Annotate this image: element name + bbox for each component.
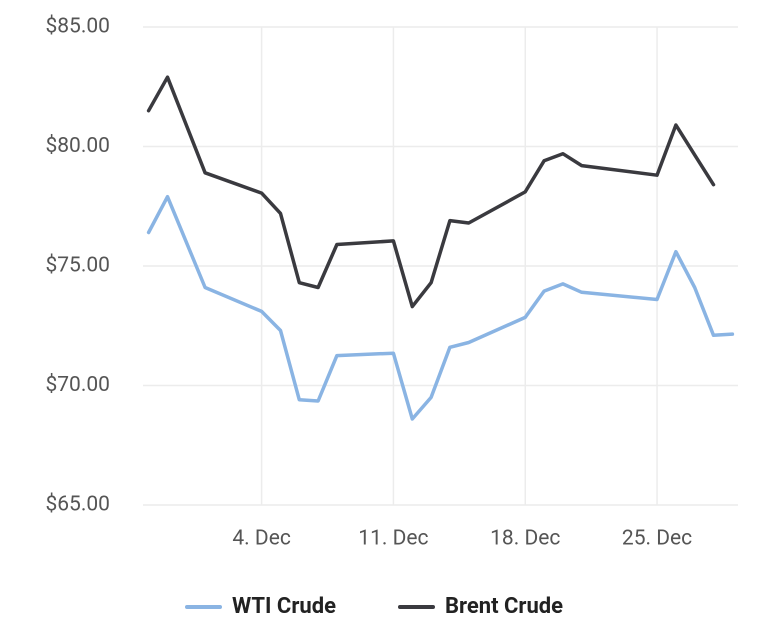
series-line — [146, 194, 735, 421]
x-tick-label: 18. Dec — [490, 527, 560, 551]
series-line — [146, 75, 716, 309]
y-tick-label: $70.00 — [45, 373, 110, 397]
y-tick-label: $80.00 — [45, 134, 110, 158]
x-tick-label: 4. Dec — [232, 527, 290, 551]
x-tick-label: 11. Dec — [358, 527, 428, 551]
legend-label: Brent Crude — [445, 594, 563, 619]
y-tick-label: $65.00 — [45, 493, 110, 517]
x-tick-label: 25. Dec — [622, 527, 692, 551]
y-tick-label: $75.00 — [45, 254, 110, 278]
y-tick-label: $85.00 — [45, 15, 110, 39]
legend-label: WTI Crude — [232, 594, 336, 619]
